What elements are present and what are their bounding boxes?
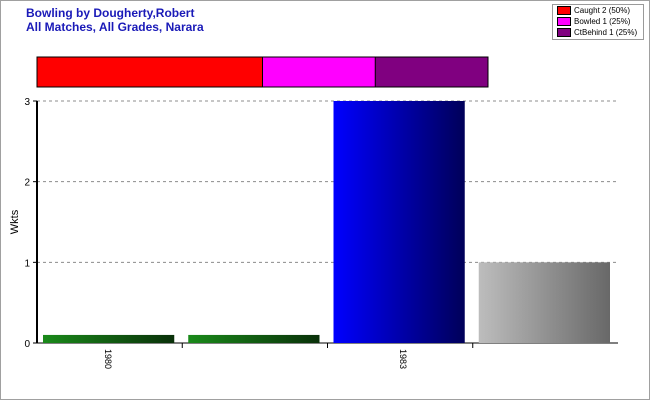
legend-item-caught: Caught 2 (50%) [557,6,630,16]
legend-swatch-caught [557,6,571,16]
legend-swatch-ctbehind [557,28,571,38]
stack-segment-bowled [262,57,376,87]
bar-3 [478,262,610,343]
stack-segment-ctbehind [375,57,488,87]
bar-0 [43,334,175,343]
y-tick-label-0: 0 [24,339,30,350]
chart-title: Bowling by Dougherty,Robert [26,6,195,20]
bar-2 [333,101,465,343]
legend-label-bowled: Bowled 1 (25%) [574,17,631,26]
stack-segment-caught [37,57,263,87]
legend-label-ctbehind: CtBehind 1 (25%) [574,28,638,37]
x-tick-label-1983: 1983 [398,349,408,369]
legend-item-ctbehind: CtBehind 1 (25%) [557,28,637,38]
x-tick-label-1980: 1980 [103,349,113,369]
legend: Caught 2 (50%) Bowled 1 (25%) CtBehind 1… [552,4,644,40]
chart-subtitle: All Matches, All Grades, Narara [26,20,204,34]
y-tick-label-2: 2 [24,178,30,189]
y-tick-label-1: 1 [24,258,30,269]
legend-item-bowled: Bowled 1 (25%) [557,17,630,27]
legend-label-caught: Caught 2 (50%) [574,6,631,15]
y-tick-label-3: 3 [24,97,30,108]
legend-swatch-bowled [557,17,571,27]
bar-1 [188,334,320,343]
y-axis-label: Wkts [9,209,21,234]
